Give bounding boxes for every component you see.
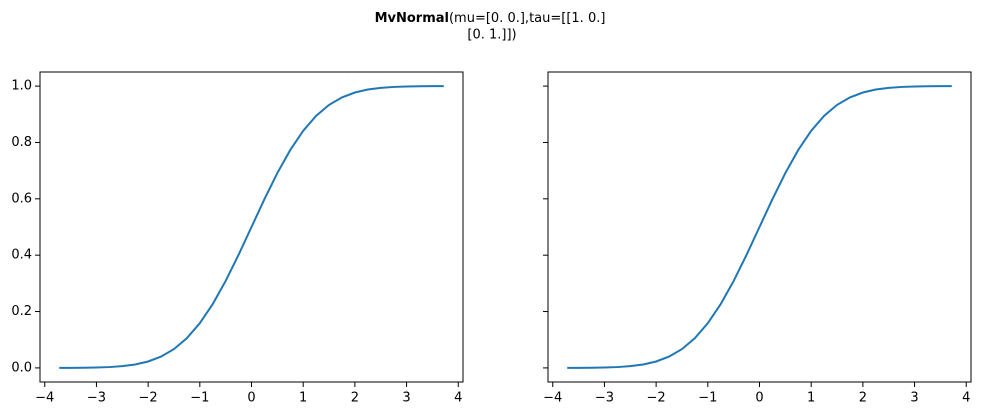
x-tick-label: −2 (647, 391, 666, 406)
y-tick-label: 0.4 (11, 248, 32, 263)
x-tick-label: 2 (859, 391, 867, 406)
data-line (59, 85, 444, 369)
y-tick-label: 1.0 (11, 79, 32, 94)
x-tick-label: −1 (190, 391, 209, 406)
data-line (567, 85, 952, 369)
x-tick-label: 0 (755, 391, 763, 406)
x-tick-label: 3 (402, 391, 410, 406)
x-tick-label: 4 (454, 391, 462, 406)
x-tick-label: −3 (595, 391, 614, 406)
y-tick-label: 0.8 (11, 135, 32, 150)
x-tick-label: −4 (543, 391, 562, 406)
x-tick-label: −1 (698, 391, 717, 406)
y-tick-label: 0.0 (11, 360, 32, 375)
y-tick-label: 0.2 (11, 304, 32, 319)
x-tick-label: 1 (299, 391, 307, 406)
suptitle-line: (mu=[0. 0.],tau=[[1. 0.] (449, 11, 605, 26)
x-tick-label: 3 (910, 391, 918, 406)
x-tick-label: 1 (807, 391, 815, 406)
suptitle-line: [0. 1.]]) (467, 28, 516, 43)
x-tick-label: −3 (87, 391, 106, 406)
x-tick-label: −2 (139, 391, 158, 406)
x-tick-label: 4 (962, 391, 970, 406)
suptitle-bold: MvNormal (375, 11, 449, 26)
x-tick-label: −4 (35, 391, 54, 406)
suptitle: MvNormal(mu=[0. 0.],tau=[[1. 0.] (375, 11, 606, 26)
x-tick-label: 0 (247, 391, 255, 406)
x-tick-label: 2 (351, 391, 359, 406)
y-tick-label: 0.6 (11, 191, 32, 206)
